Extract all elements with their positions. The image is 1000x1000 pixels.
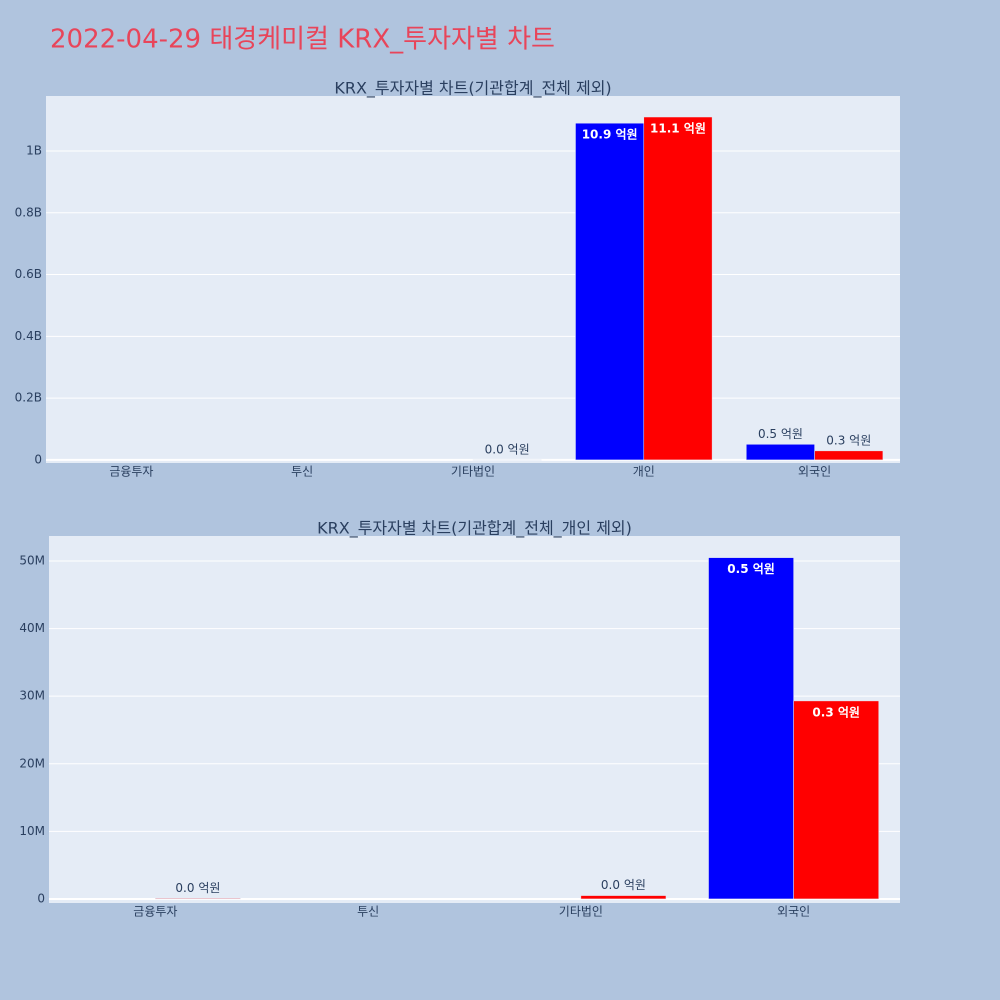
y-tick-label: 1B [26,143,42,157]
y-tick-label: 40M [19,621,45,635]
x-tick-label: 개인 [633,465,655,479]
x-tick-label: 금융투자 [133,905,177,919]
y-tick-label: 20M [19,756,45,770]
x-tick-label: 기타법인 [559,905,603,919]
y-tick-label: 0 [37,891,45,905]
x-tick-label: 투신 [291,465,313,479]
bar [472,459,542,461]
plot-area [46,96,900,463]
bar [708,557,794,900]
bar [580,895,667,900]
bar [746,444,815,461]
bar [793,700,879,900]
y-tick-label: 0.2B [15,391,42,405]
value-label: 0.5 억원 [758,427,803,441]
x-tick-label: 금융투자 [109,465,153,479]
value-label: 0.0 억원 [601,878,646,892]
bar [575,122,645,461]
value-label: 0.0 억원 [485,442,530,456]
chart-title: KRX_투자자별 차트(기관합계_전체_개인 제외) [317,519,632,539]
bar [155,898,241,900]
value-label: 0.0 억원 [175,881,220,895]
bar [814,450,884,461]
y-tick-label: 50M [19,554,45,568]
value-label: 10.9 억원 [582,128,638,142]
page-title: 2022-04-29 태경케미컬 KRX_투자자별 차트 [50,25,555,55]
y-tick-label: 0.4B [15,329,42,343]
x-tick-label: 외국인 [777,905,810,919]
value-label: 11.1 억원 [650,122,706,136]
x-tick-label: 외국인 [798,465,831,479]
value-label: 0.3 억원 [826,433,871,447]
chart-title: KRX_투자자별 차트(기관합계_전체 제외) [334,79,611,99]
y-tick-label: 0.8B [15,205,42,219]
y-tick-label: 10M [19,824,45,838]
value-label: 0.5 억원 [727,562,775,576]
y-tick-label: 30M [19,689,45,703]
x-tick-label: 기타법인 [451,465,495,479]
y-tick-label: 0.6B [15,267,42,281]
value-label: 0.3 억원 [812,705,860,719]
y-tick-label: 0 [34,452,42,466]
bar [643,116,713,461]
x-tick-label: 투신 [357,905,379,919]
